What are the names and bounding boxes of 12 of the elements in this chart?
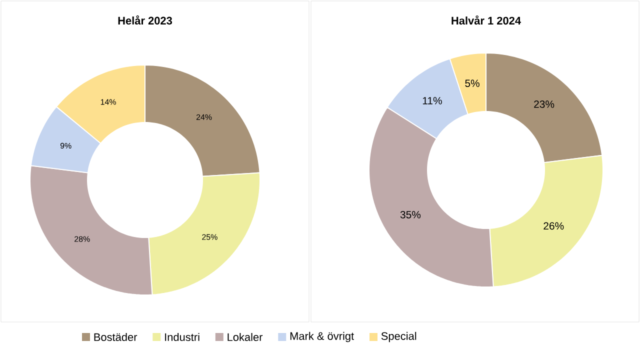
data-label: 35% — [400, 210, 421, 218]
chart-title: Halvår 1 2024 — [452, 15, 521, 25]
legend-label: Bostäder — [94, 332, 138, 342]
data-label: 5% — [465, 80, 480, 88]
chart-title: Helår 2023 — [118, 15, 172, 25]
legend-label: Lokaler — [228, 332, 263, 342]
data-label: 23% — [534, 100, 554, 108]
legend-label: Special — [381, 332, 416, 342]
legend-label: Mark & övrigt — [290, 332, 354, 342]
data-label: 11% — [422, 97, 442, 104]
data-label: 26% — [544, 222, 564, 230]
legend-label: Industri — [165, 332, 200, 342]
